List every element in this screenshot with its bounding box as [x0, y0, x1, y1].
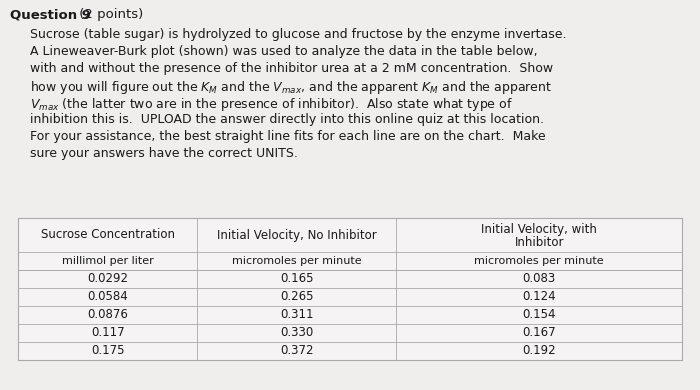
Text: micromoles per minute: micromoles per minute: [232, 256, 362, 266]
Text: (2 points): (2 points): [75, 8, 144, 21]
Text: inhibition this is.  UPLOAD the answer directly into this online quiz at this lo: inhibition this is. UPLOAD the answer di…: [30, 113, 544, 126]
Text: sure your answers have the correct UNITS.: sure your answers have the correct UNITS…: [30, 147, 298, 160]
Text: 0.175: 0.175: [91, 344, 125, 358]
Text: how you will figure out the $K_M$ and the $V_{max}$, and the apparent $K_M$ and : how you will figure out the $K_M$ and th…: [30, 79, 552, 96]
Text: A Lineweaver-Burk plot (shown) was used to analyze the data in the table below,: A Lineweaver-Burk plot (shown) was used …: [30, 45, 538, 58]
Text: Inhibitor: Inhibitor: [514, 236, 564, 248]
Text: $V_{max}$ (the latter two are in the presence of inhibitor).  Also state what ty: $V_{max}$ (the latter two are in the pre…: [30, 96, 513, 113]
Text: Sucrose Concentration: Sucrose Concentration: [41, 229, 174, 241]
Text: 0.165: 0.165: [280, 273, 314, 285]
Text: 0.330: 0.330: [280, 326, 314, 340]
Text: 0.083: 0.083: [523, 273, 556, 285]
Text: millimol per liter: millimol per liter: [62, 256, 153, 266]
Text: 0.117: 0.117: [91, 326, 125, 340]
Text: Sucrose (table sugar) is hydrolyzed to glucose and fructose by the enzyme invert: Sucrose (table sugar) is hydrolyzed to g…: [30, 28, 566, 41]
Text: 0.265: 0.265: [280, 291, 314, 303]
Text: 0.0584: 0.0584: [88, 291, 128, 303]
Bar: [18, 218, 682, 360]
Text: with and without the presence of the inhibitor urea at a 2 mM concentration.  Sh: with and without the presence of the inh…: [30, 62, 553, 75]
Text: 0.124: 0.124: [522, 291, 556, 303]
Text: 0.0292: 0.0292: [87, 273, 128, 285]
Text: For your assistance, the best straight line fits for each line are on the chart.: For your assistance, the best straight l…: [30, 130, 545, 143]
Text: Question 9: Question 9: [10, 8, 91, 21]
Text: Initial Velocity, with: Initial Velocity, with: [482, 223, 597, 236]
Text: micromoles per minute: micromoles per minute: [475, 256, 604, 266]
Text: 0.372: 0.372: [280, 344, 314, 358]
Text: 0.154: 0.154: [522, 308, 556, 321]
Text: 0.0876: 0.0876: [88, 308, 128, 321]
Text: Initial Velocity, No Inhibitor: Initial Velocity, No Inhibitor: [217, 229, 377, 241]
Text: 0.311: 0.311: [280, 308, 314, 321]
Text: 0.192: 0.192: [522, 344, 556, 358]
Bar: [18, 218, 682, 360]
Text: 0.167: 0.167: [522, 326, 556, 340]
